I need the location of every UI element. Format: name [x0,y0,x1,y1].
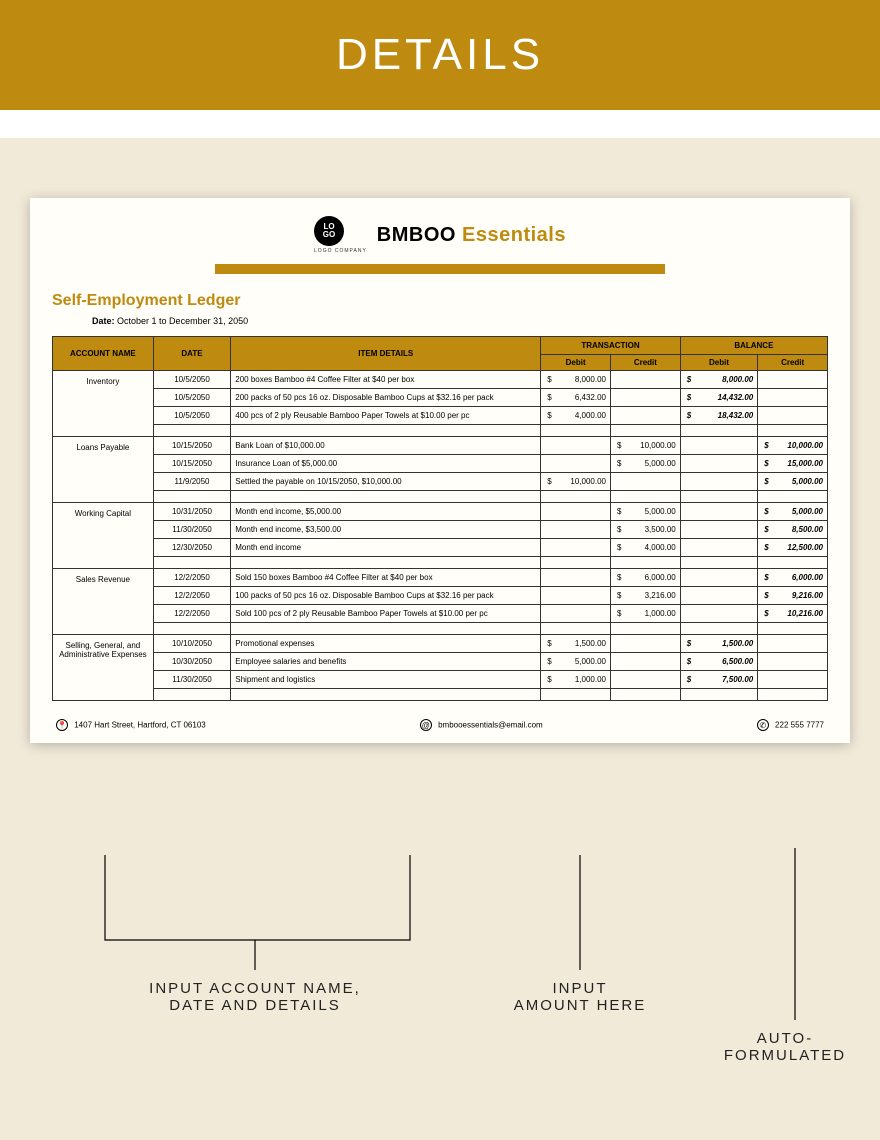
item-cell: Month end income, $3,500.00 [231,521,541,539]
item-cell: Employee salaries and benefits [231,653,541,671]
col-balance: BALANCE [680,337,827,355]
date-cell: 12/2/2050 [153,569,231,587]
spacer-row [53,689,828,701]
spacer-row [53,491,828,503]
brand-main: BMBOO [377,224,456,246]
table-row: 10/30/2050Employee salaries and benefits… [53,653,828,671]
table-row: 10/5/2050200 packs of 50 pcs 16 oz. Disp… [53,389,828,407]
spacer-row [53,623,828,635]
col-t-debit: Debit [541,355,611,371]
brand: LO GO LOGO COMPANY BMBOO Essentials [52,216,828,254]
table-row: Selling, General, and Administrative Exp… [53,635,828,653]
col-b-debit: Debit [680,355,758,371]
banner-gap [0,110,880,138]
table-row: Inventory10/5/2050200 boxes Bamboo #4 Co… [53,371,828,389]
spacer-row [53,425,828,437]
table-row: 12/30/2050Month end income$4,000.00$12,5… [53,539,828,557]
date-cell: 12/2/2050 [153,605,231,623]
col-item: ITEM DETAILS [231,337,541,371]
banner-title: DETAILS [336,30,544,80]
date-cell: 10/5/2050 [153,407,231,425]
brand-name: BMBOO Essentials [377,224,566,247]
date-cell: 12/30/2050 [153,539,231,557]
item-cell: Shipment and logistics [231,671,541,689]
item-cell: Month end income, $5,000.00 [231,503,541,521]
table-row: 11/30/2050Shipment and logistics$1,000.0… [53,671,828,689]
table-row: 11/30/2050Month end income, $3,500.00$3,… [53,521,828,539]
phone-icon: ✆ [757,719,769,731]
date-cell: 11/9/2050 [153,473,231,491]
item-cell: Promotional expenses [231,635,541,653]
col-account: ACCOUNT NAME [53,337,154,371]
account-cell: Inventory [53,371,154,437]
account-cell: Loans Payable [53,437,154,503]
date-cell: 10/5/2050 [153,371,231,389]
date-label: Date: [92,316,115,326]
table-row: Sales Revenue12/2/2050Sold 150 boxes Bam… [53,569,828,587]
date-cell: 10/15/2050 [153,437,231,455]
table-row: 10/15/2050Insurance Loan of $5,000.00$5,… [53,455,828,473]
table-head: ACCOUNT NAME DATE ITEM DETAILS TRANSACTI… [53,337,828,371]
logo-line2: GO [323,231,335,239]
callout-mid: INPUTAMOUNT HERE [500,980,660,1014]
col-transaction: TRANSACTION [541,337,681,355]
footer-phone-text: 222 555 7777 [775,721,824,730]
footer-address: 📍 1407 Hart Street, Hartford, CT 06103 [56,719,206,731]
footer-email-text: bmbooessentials@email.com [438,721,543,730]
date-value: October 1 to December 31, 2050 [117,316,248,326]
date-cell: 10/30/2050 [153,653,231,671]
canvas: LO GO LOGO COMPANY BMBOO Essentials Self… [0,138,880,743]
account-cell: Selling, General, and Administrative Exp… [53,635,154,701]
item-cell: Sold 100 pcs of 2 ply Reusable Bamboo Pa… [231,605,541,623]
logo-subtext: LOGO COMPANY [314,248,367,254]
item-cell: 100 packs of 50 pcs 16 oz. Disposable Ba… [231,587,541,605]
spacer-row [53,557,828,569]
item-cell: Insurance Loan of $5,000.00 [231,455,541,473]
footer-address-text: 1407 Hart Street, Hartford, CT 06103 [74,721,205,730]
pin-icon: 📍 [56,719,68,731]
date-cell: 10/10/2050 [153,635,231,653]
col-t-credit: Credit [611,355,681,371]
ledger-table: ACCOUNT NAME DATE ITEM DETAILS TRANSACTI… [52,336,828,701]
sheet-footer: 📍 1407 Hart Street, Hartford, CT 06103 @… [52,719,828,731]
date-line: Date: October 1 to December 31, 2050 [92,316,828,326]
col-date: DATE [153,337,231,371]
account-cell: Working Capital [53,503,154,569]
table-row: 11/9/2050Settled the payable on 10/15/20… [53,473,828,491]
date-cell: 12/2/2050 [153,587,231,605]
item-cell: Settled the payable on 10/15/2050, $10,0… [231,473,541,491]
date-cell: 10/31/2050 [153,503,231,521]
item-cell: 200 boxes Bamboo #4 Coffee Filter at $40… [231,371,541,389]
account-cell: Sales Revenue [53,569,154,635]
ledger-sheet: LO GO LOGO COMPANY BMBOO Essentials Self… [30,198,850,743]
brand-logo-wrap: LO GO LOGO COMPANY [314,216,367,254]
table-row: Working Capital10/31/2050Month end incom… [53,503,828,521]
footer-phone: ✆ 222 555 7777 [757,719,824,731]
ledger-title: Self-Employment Ledger [52,292,828,310]
date-cell: 11/30/2050 [153,521,231,539]
date-cell: 10/15/2050 [153,455,231,473]
col-b-credit: Credit [758,355,828,371]
table-row: Loans Payable10/15/2050Bank Loan of $10,… [53,437,828,455]
item-cell: 200 packs of 50 pcs 16 oz. Disposable Ba… [231,389,541,407]
brand-accent: Essentials [462,224,566,246]
date-cell: 10/5/2050 [153,389,231,407]
item-cell: Sold 150 boxes Bamboo #4 Coffee Filter a… [231,569,541,587]
table-body: Inventory10/5/2050200 boxes Bamboo #4 Co… [53,371,828,701]
table-row: 12/2/2050100 packs of 50 pcs 16 oz. Disp… [53,587,828,605]
logo-icon: LO GO [314,216,344,246]
gold-divider [215,264,665,274]
date-cell: 11/30/2050 [153,671,231,689]
item-cell: Month end income [231,539,541,557]
callout-left: INPUT ACCOUNT NAME,DATE AND DETAILS [120,980,390,1014]
mail-icon: @ [420,719,432,731]
item-cell: 400 pcs of 2 ply Reusable Bamboo Paper T… [231,407,541,425]
table-row: 10/5/2050400 pcs of 2 ply Reusable Bambo… [53,407,828,425]
table-row: 12/2/2050Sold 100 pcs of 2 ply Reusable … [53,605,828,623]
banner: DETAILS [0,0,880,110]
callout-right: AUTO-FORMULATED [700,1030,870,1064]
item-cell: Bank Loan of $10,000.00 [231,437,541,455]
footer-email: @ bmbooessentials@email.com [420,719,543,731]
